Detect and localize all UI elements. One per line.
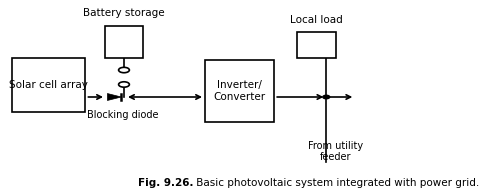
Text: Fig. 9.26.: Fig. 9.26. (137, 178, 193, 188)
FancyBboxPatch shape (12, 58, 85, 112)
Text: Battery storage: Battery storage (83, 8, 165, 18)
Circle shape (119, 82, 129, 87)
FancyBboxPatch shape (204, 60, 273, 122)
Text: Inverter/
Converter: Inverter/ Converter (213, 81, 265, 102)
Circle shape (322, 95, 329, 99)
FancyBboxPatch shape (297, 31, 335, 58)
FancyBboxPatch shape (105, 26, 143, 58)
Text: Solar cell array: Solar cell array (9, 81, 88, 90)
Text: Blocking diode: Blocking diode (87, 110, 159, 120)
Polygon shape (107, 94, 121, 100)
Circle shape (119, 67, 129, 73)
Text: Basic photovoltaic system integrated with power grid.: Basic photovoltaic system integrated wit… (193, 178, 479, 188)
Text: From utility
feeder: From utility feeder (308, 141, 363, 163)
Text: Local load: Local load (289, 15, 342, 25)
